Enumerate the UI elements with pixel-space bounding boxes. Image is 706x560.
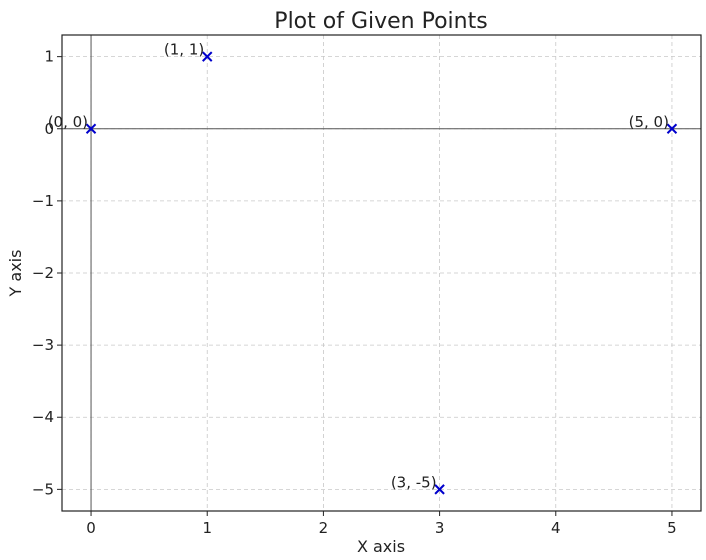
chart-title: Plot of Given Points — [274, 9, 487, 34]
data-point-marker — [666, 123, 678, 134]
x-tick-label: 3 — [435, 519, 445, 537]
y-tick-label: −3 — [32, 336, 54, 354]
point-label: (0, 0) — [48, 113, 88, 131]
y-tick-label: −1 — [32, 192, 54, 210]
data-point-marker — [85, 123, 97, 134]
x-axis-title: X axis — [357, 537, 405, 556]
y-tick-label: 0 — [44, 120, 54, 138]
x-tick-label: 1 — [202, 519, 212, 537]
x-tick-label: 5 — [667, 519, 677, 537]
point-label: (5, 0) — [629, 113, 669, 131]
y-tick-label: −4 — [32, 408, 54, 426]
y-axis-title: Y axis — [6, 250, 25, 298]
point-labels: (0, 0) (1, 1) (5, 0) (3, -5) — [48, 41, 669, 492]
data-point-marker — [434, 484, 445, 495]
y-tick-label: −5 — [32, 480, 54, 498]
data-points — [85, 51, 678, 495]
y-tick-label: −2 — [32, 264, 54, 282]
y-tick-label: 1 — [44, 48, 54, 66]
point-label: (3, -5) — [391, 473, 437, 491]
point-label: (1, 1) — [164, 41, 204, 59]
x-tick-label: 2 — [319, 519, 329, 537]
data-point-marker — [202, 51, 213, 62]
reference-lines — [62, 35, 701, 511]
x-tick-label: 4 — [551, 519, 561, 537]
x-ticks: 0 1 2 3 4 5 — [86, 511, 677, 537]
y-ticks: 1 0 −1 −2 −3 −4 −5 — [32, 48, 62, 498]
x-tick-label: 0 — [86, 519, 96, 537]
